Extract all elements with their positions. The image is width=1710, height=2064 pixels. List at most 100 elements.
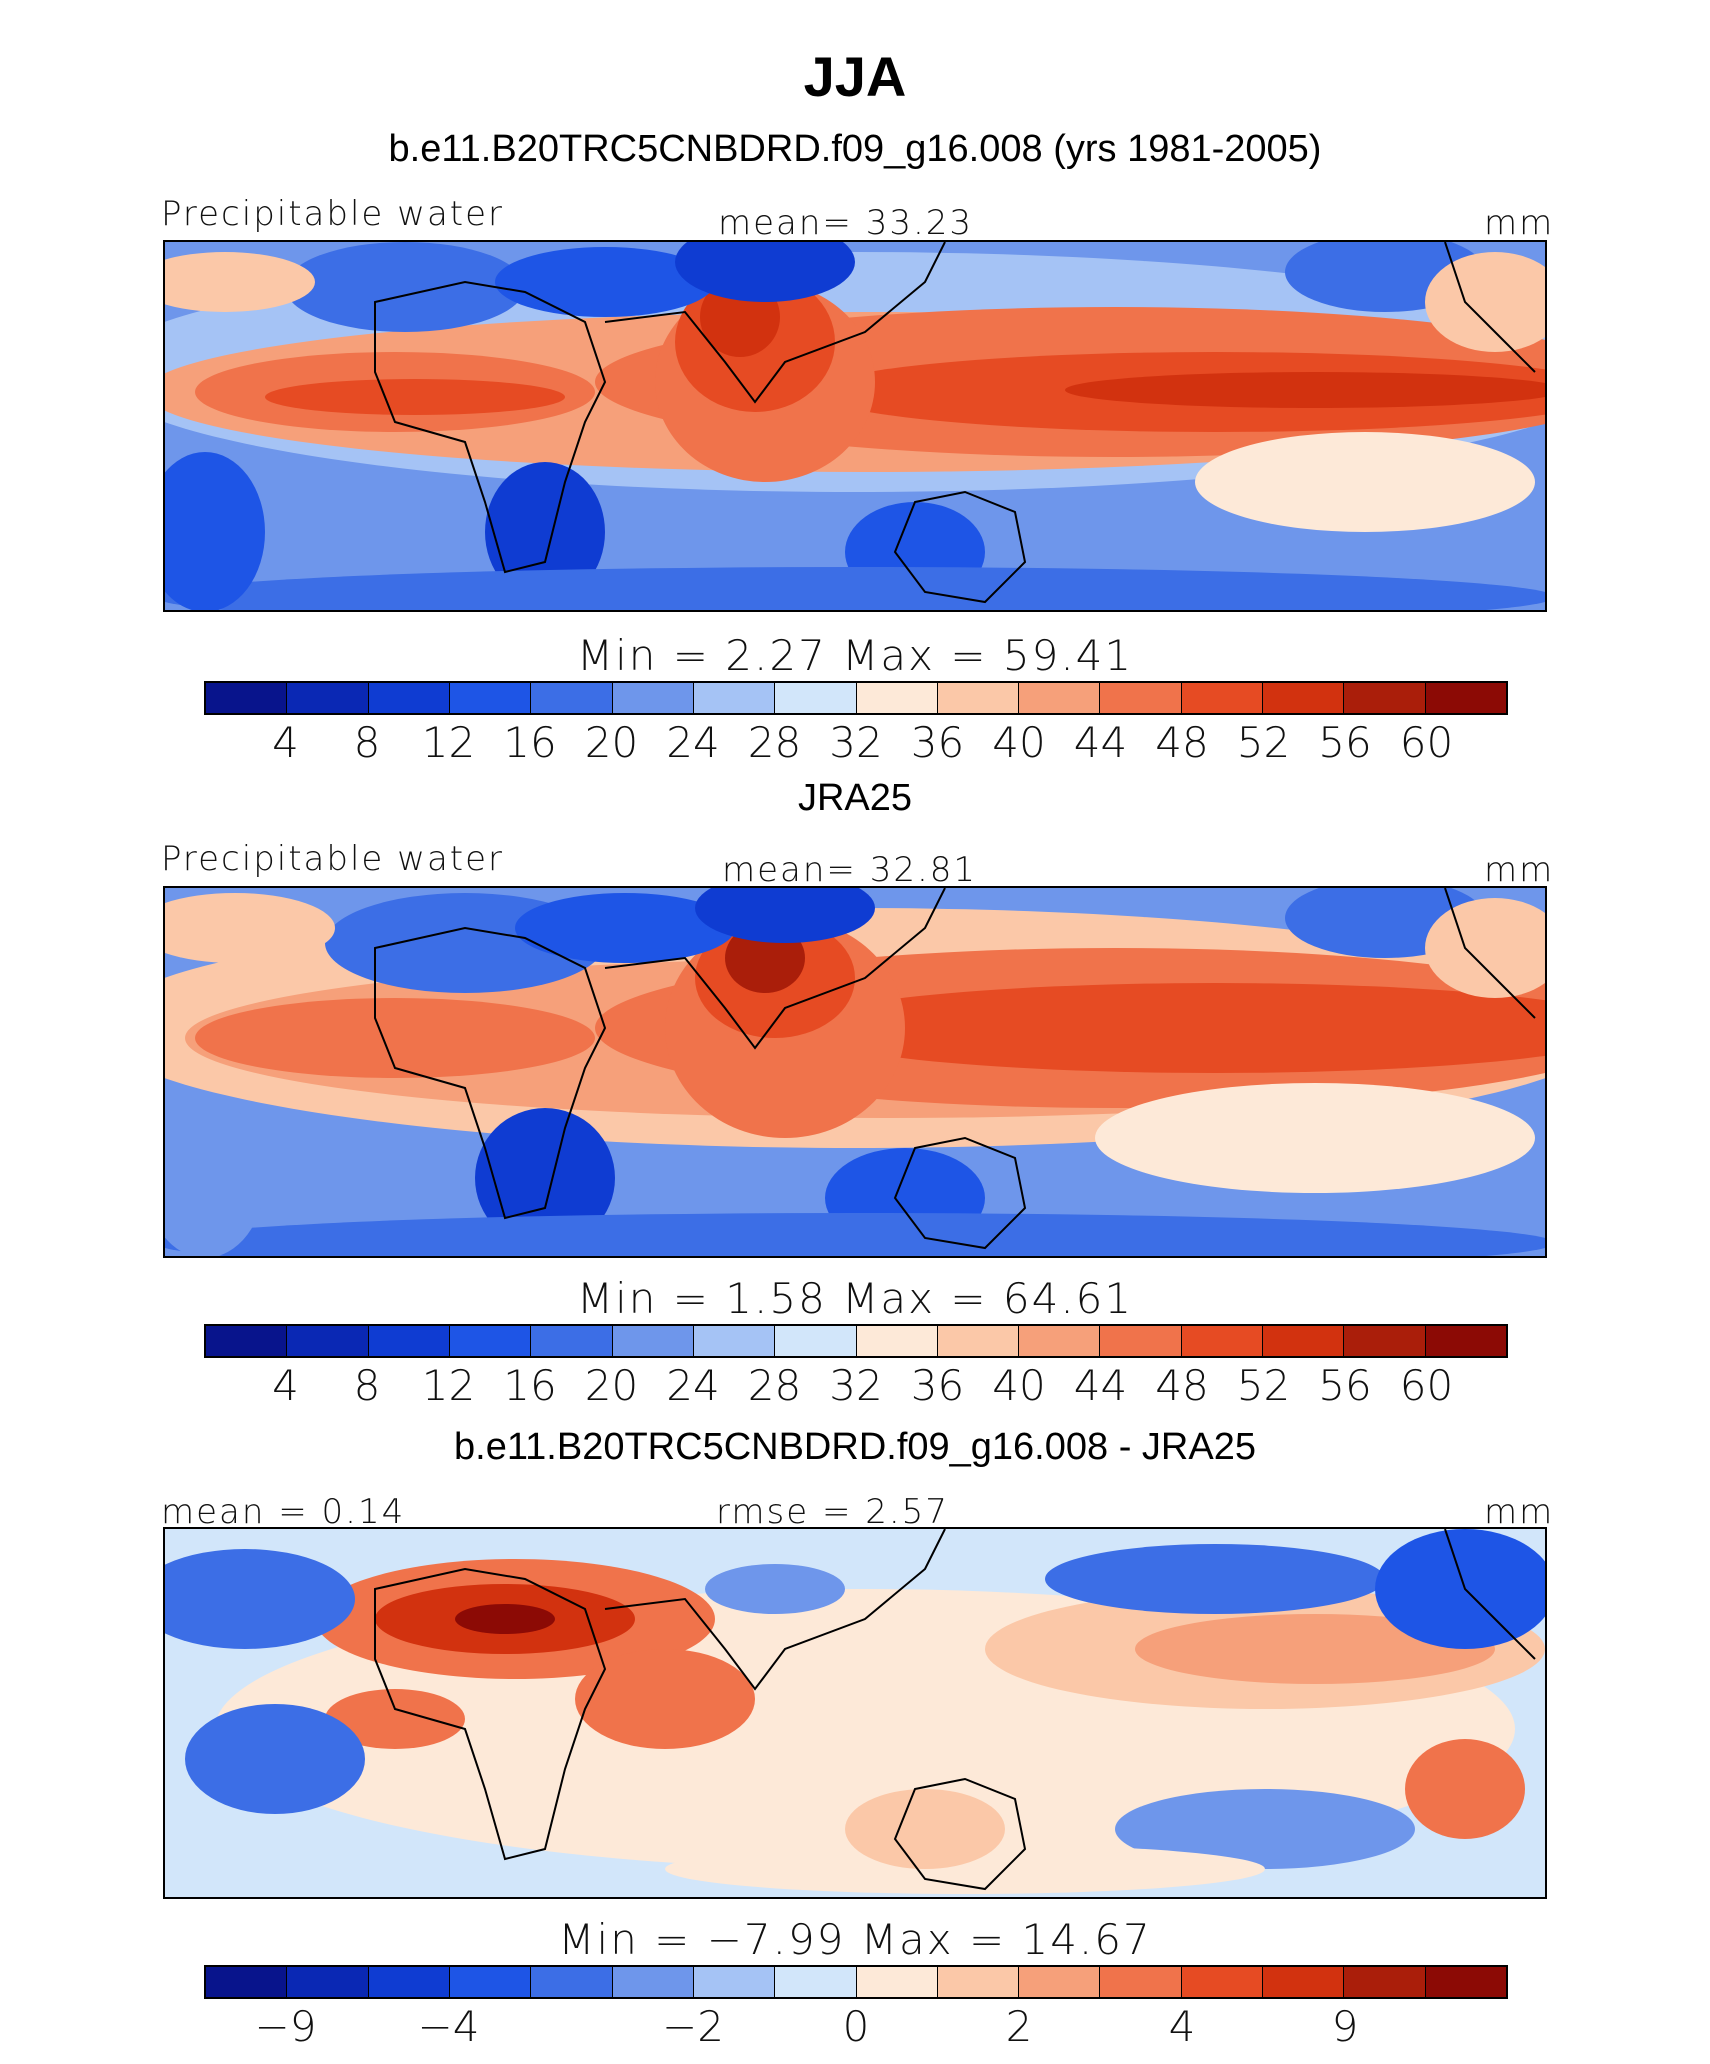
colorbar-tick-label: 36 (910, 718, 965, 767)
colorbar-tick-label: 4 (272, 718, 299, 767)
colorbar-swatch (368, 1967, 450, 1997)
colorbar-swatch (1263, 1967, 1345, 1997)
colorbar-tick-label: 12 (421, 1361, 476, 1410)
panel-2-variable-label: Precipitable water (161, 839, 505, 879)
panel-3-colorbar (204, 1965, 1508, 1999)
colorbar-tick-label: 8 (353, 718, 381, 767)
colorbar-tick-label: 48 (1155, 1361, 1209, 1410)
colorbar-swatch (531, 1967, 613, 1997)
colorbar-tick-label: 44 (1073, 718, 1128, 767)
colorbar-swatch (1425, 1967, 1506, 1997)
colorbar-tick-label: 28 (747, 718, 802, 767)
colorbar-swatch (937, 1967, 1020, 1997)
colorbar-swatch (1019, 1967, 1101, 1997)
colorbar-swatch (1263, 1326, 1345, 1356)
colorbar-tick-label: 24 (666, 718, 720, 767)
panel-3-rmse-label: rmse = 2.57 (716, 1492, 949, 1532)
colorbar-swatch (1181, 1967, 1264, 1997)
colorbar-tick-label: 4 (1168, 2002, 1196, 2051)
colorbar-swatch (693, 1326, 776, 1356)
panel-2-colorbar-ticks: 4 8 12 16 20 24 28 32 36 40 44 48 52 56 60 (204, 1361, 1508, 1410)
panel-1-minmax: Min = 2.27 Max = 59.41 (576, 631, 1134, 680)
colorbar-swatch (1100, 683, 1182, 713)
colorbar-swatch (287, 683, 369, 713)
colorbar-tick-label: 2 (1005, 2002, 1033, 2051)
colorbar-tick-label: 56 (1318, 718, 1372, 767)
colorbar-tick-label: 0 (842, 2002, 870, 2051)
colorbar-tick-label: 12 (421, 718, 476, 767)
colorbar-swatch (1344, 683, 1426, 713)
colorbar-tick-label: 36 (910, 1361, 965, 1410)
panel-1-colorbar-ticks: 4 8 12 16 20 24 28 32 36 40 44 48 52 56 60 (204, 718, 1508, 767)
colorbar-swatch (531, 1326, 613, 1356)
colorbar-swatch (1181, 1326, 1264, 1356)
panel-3-title: b.e11.B20TRC5CNBDRD.f09_g16.008 - JRA25 (454, 1426, 1256, 1468)
colorbar-swatch (1019, 683, 1101, 713)
colorbar-swatch (1344, 1967, 1426, 1997)
panel-2-map (163, 886, 1547, 1258)
colorbar-tick-label: 8 (353, 1361, 381, 1410)
colorbar-swatch (206, 683, 288, 713)
colorbar-swatch (775, 1326, 857, 1356)
colorbar-swatch (1425, 1326, 1506, 1356)
colorbar-swatch (612, 1967, 694, 1997)
colorbar-swatch (693, 683, 776, 713)
colorbar-tick-label: −2 (662, 2002, 724, 2051)
panel-2-colorbar (204, 1324, 1508, 1358)
colorbar-tick-label: 56 (1318, 1361, 1372, 1410)
colorbar-swatch (1425, 683, 1506, 713)
colorbar-tick-label: 16 (503, 718, 557, 767)
colorbar-tick-label: 48 (1155, 718, 1209, 767)
colorbar-tick-label: 20 (584, 718, 639, 767)
panel-2-units: mm (1484, 850, 1555, 890)
colorbar-tick-label: 52 (1236, 1361, 1291, 1410)
colorbar-swatch (775, 1967, 857, 1997)
colorbar-tick-label: −9 (254, 2002, 317, 2051)
colorbar-swatch (206, 1967, 288, 1997)
colorbar-swatch (1019, 1326, 1101, 1356)
colorbar-swatch (612, 1326, 694, 1356)
colorbar-swatch (856, 1326, 938, 1356)
panel-1-variable-label: Precipitable water (161, 194, 505, 234)
colorbar-tick-label: 44 (1073, 1361, 1128, 1410)
colorbar-swatch (368, 683, 450, 713)
panel-2-mean-label: mean= 32.81 (722, 850, 978, 890)
panel-3-colorbar-ticks: −9 −4 −2 0 2 4 9 (204, 2002, 1508, 2051)
colorbar-swatch (937, 1326, 1020, 1356)
colorbar-tick-label: 16 (503, 1361, 557, 1410)
panel-3-mean-label: mean = 0.14 (161, 1492, 406, 1532)
colorbar-swatch (856, 683, 938, 713)
colorbar-tick-label: 40 (992, 718, 1046, 767)
colorbar-swatch (612, 683, 694, 713)
colorbar-swatch (1100, 1326, 1182, 1356)
colorbar-swatch (449, 683, 532, 713)
panel-1-units: mm (1484, 203, 1555, 243)
colorbar-swatch (937, 683, 1020, 713)
colorbar-tick-label: 24 (666, 1361, 720, 1410)
colorbar-swatch (856, 1967, 938, 1997)
colorbar-swatch (775, 683, 857, 713)
colorbar-tick-label: 32 (829, 1361, 883, 1410)
colorbar-tick-label: 28 (747, 1361, 802, 1410)
colorbar-tick-label: 20 (584, 1361, 639, 1410)
colorbar-swatch (693, 1967, 776, 1997)
colorbar-swatch (287, 1967, 369, 1997)
colorbar-swatch (1344, 1326, 1426, 1356)
panel-3-units: mm (1484, 1492, 1555, 1532)
colorbar-tick-label: 52 (1236, 718, 1291, 767)
panel-1-colorbar (204, 681, 1508, 715)
colorbar-swatch (1263, 683, 1345, 713)
colorbar-swatch (449, 1326, 532, 1356)
panel-3-map (163, 1527, 1547, 1899)
colorbar-tick-label: 4 (272, 1361, 299, 1410)
colorbar-tick-label: 40 (992, 1361, 1046, 1410)
panel-1-title: b.e11.B20TRC5CNBDRD.f09_g16.008 (yrs 198… (388, 128, 1322, 170)
colorbar-tick-label: 60 (1399, 718, 1454, 767)
colorbar-tick-label: 60 (1399, 1361, 1454, 1410)
colorbar-swatch (287, 1326, 369, 1356)
colorbar-swatch (368, 1326, 450, 1356)
panel-2-title: JRA25 (797, 777, 913, 819)
colorbar-swatch (1100, 1967, 1182, 1997)
panel-1-mean-label: mean= 33.23 (718, 203, 974, 243)
figure-title: JJA (803, 45, 907, 108)
